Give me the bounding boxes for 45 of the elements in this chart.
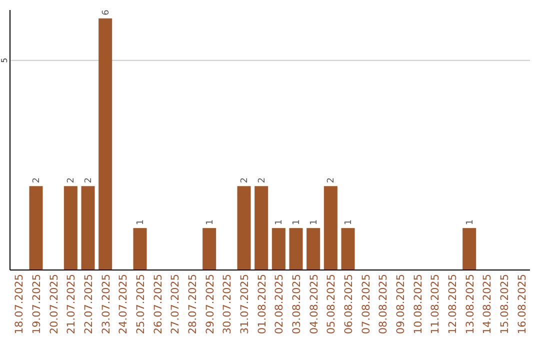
data-label: 1 (136, 219, 146, 226)
x-tick-label: 29.07.2025 (204, 274, 216, 334)
x-tick-label: 11.08.2025 (430, 274, 442, 334)
data-label: 2 (66, 177, 77, 184)
x-tick-label: 09.08.2025 (395, 274, 407, 334)
x-tick-label: 15.08.2025 (499, 274, 511, 334)
x-tick-label: 23.07.2025 (100, 274, 112, 334)
x-tick-label: 18.07.2025 (14, 274, 26, 334)
data-label: 1 (309, 219, 320, 226)
x-tick-label: 27.07.2025 (170, 274, 182, 334)
x-tick-label: 26.07.2025 (152, 274, 164, 334)
x-tick-label: 21.07.2025 (66, 274, 78, 334)
data-label: 1 (205, 219, 216, 226)
data-label: 2 (240, 177, 250, 184)
x-tick-label: 16.08.2025 (516, 274, 528, 334)
x-tick-label: 30.07.2025 (222, 274, 234, 334)
x-tick-label: 08.08.2025 (378, 274, 390, 334)
data-label: 2 (84, 177, 94, 184)
x-tick-label: 04.08.2025 (308, 274, 320, 334)
x-tick-label: 12.08.2025 (447, 274, 459, 334)
x-tick-label: 03.08.2025 (291, 274, 303, 334)
data-label: 1 (465, 219, 476, 226)
x-tick-label: 19.07.2025 (31, 274, 43, 334)
x-tick-label: 28.07.2025 (187, 274, 199, 334)
x-tick-label: 25.07.2025 (135, 274, 147, 334)
data-label: 1 (292, 219, 302, 226)
x-tick-label: 13.08.2025 (464, 274, 476, 334)
data-label: 1 (274, 219, 285, 226)
data-label: 2 (257, 177, 268, 184)
x-tick-label: 06.08.2025 (343, 274, 355, 334)
x-tick-label: 05.08.2025 (326, 274, 338, 334)
x-tick-label: 02.08.2025 (274, 274, 286, 334)
data-label: 2 (32, 177, 42, 184)
x-tick-label: 10.08.2025 (412, 274, 424, 334)
data-label: 1 (344, 219, 354, 226)
x-tick-label: 31.07.2025 (239, 274, 251, 334)
data-label: 6 (101, 9, 112, 16)
x-tick-label: 07.08.2025 (360, 274, 372, 334)
y-tick-label: 5 (0, 58, 9, 63)
x-tick-label: 14.08.2025 (482, 274, 494, 334)
x-tick-label: 01.08.2025 (256, 274, 268, 334)
x-tick-label: 20.07.2025 (48, 274, 60, 334)
x-tick-label: 22.07.2025 (83, 274, 95, 334)
x-tick-label: 24.07.2025 (118, 274, 130, 334)
data-label: 2 (326, 177, 337, 184)
